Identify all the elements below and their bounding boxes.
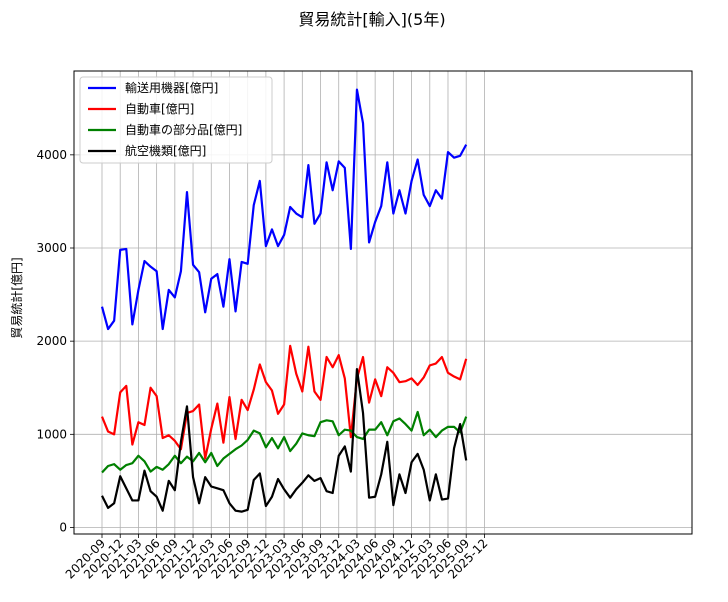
y-axis-ticks: 0 1000 2000 3000 4000 — [36, 148, 74, 534]
y-tick-label: 4000 — [36, 148, 67, 162]
legend-label: 航空機類[億円] — [125, 143, 206, 158]
series-line-2 — [100, 344, 468, 460]
y-tick-label: 2000 — [36, 334, 67, 348]
y-tick-label: 3000 — [36, 241, 67, 255]
y-tick-label: 0 — [59, 520, 67, 534]
legend-label: 自動車の部分品[億円] — [125, 122, 242, 137]
chart-title: 貿易統計[輸入](5年) — [298, 10, 445, 29]
legend: 輸送用機器[億円] 自動車[億円] 自動車の部分品[億円] 航空機類[億円] — [79, 76, 273, 164]
y-tick-label: 1000 — [36, 427, 67, 441]
legend-label: 自動車[億円] — [125, 102, 194, 116]
series-line-3 — [101, 410, 468, 474]
plot-frame — [73, 70, 693, 535]
y-axis-label: 貿易統計[億円] — [9, 257, 24, 338]
series-line-4 — [101, 368, 468, 513]
x-axis-ticks: 2020-092020-122021-032021-062021-092021-… — [63, 534, 491, 582]
series-line-1 — [100, 88, 468, 331]
legend-label: 輸送用機器[億円] — [125, 80, 218, 95]
series-lines — [100, 88, 468, 513]
legend-box — [79, 76, 273, 164]
